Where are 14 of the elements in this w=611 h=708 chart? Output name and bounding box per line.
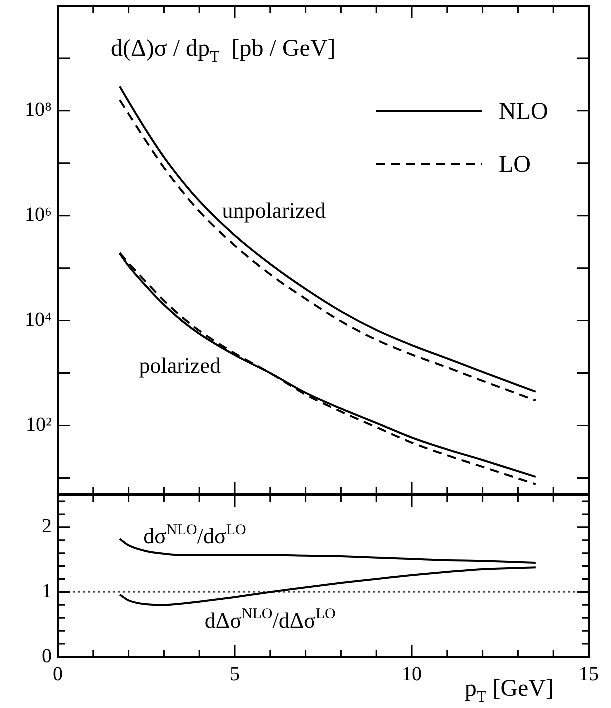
x-tick-label: 10 (402, 663, 422, 686)
x-tick-label: 15 (579, 663, 599, 686)
y-tick-label: 10⁶ (25, 204, 52, 226)
y-tick-label: 0 (42, 645, 52, 668)
y-tick-label: 10² (26, 414, 52, 436)
y-tick-label: 1 (42, 580, 52, 602)
legend-label: LO (499, 152, 531, 178)
annotation: unpolarized (222, 198, 326, 223)
x-tick-label: 5 (230, 663, 240, 686)
y-tick-label: 10⁴ (25, 309, 52, 332)
y-tick-label: 10⁸ (25, 99, 52, 122)
legend-label: NLO (499, 99, 548, 125)
annotation: polarized (139, 352, 222, 378)
y-tick-label: 2 (42, 516, 52, 538)
